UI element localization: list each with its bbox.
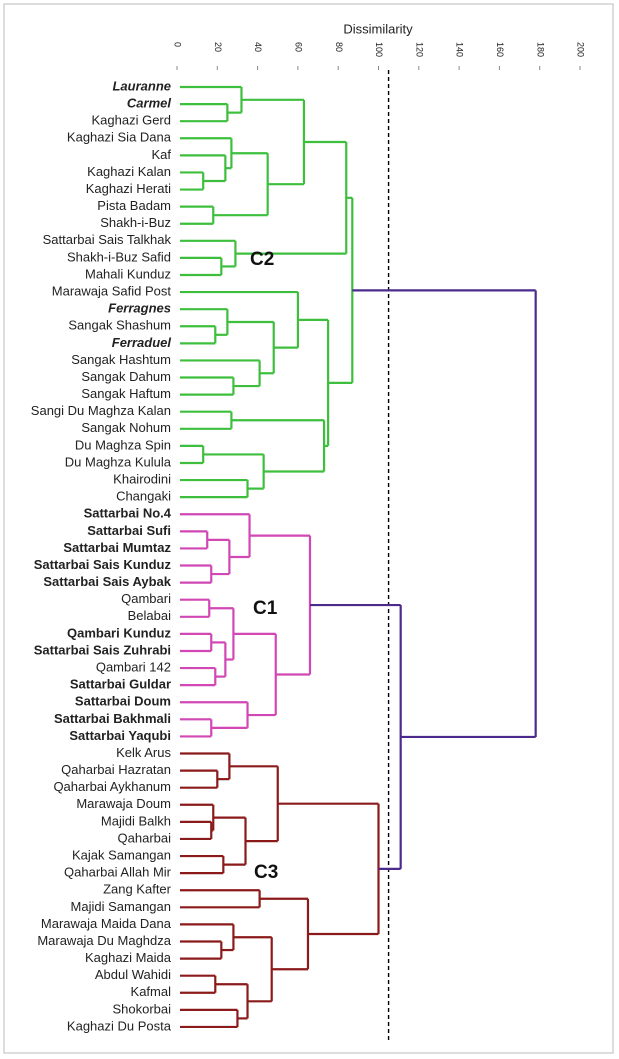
x-tick-label: 180 <box>535 42 545 57</box>
leaf-label: Sattarbai Guldar <box>70 677 171 692</box>
leaf-label: Sattarbai Yaqubi <box>69 728 171 743</box>
leaf-label: Shakh-i-Buz <box>100 215 171 230</box>
cluster-label: C1 <box>253 598 278 619</box>
cluster-label: C2 <box>250 249 274 270</box>
leaf-label: Sattarbai Mumtaz <box>63 540 171 555</box>
x-tick-label: 200 <box>576 42 586 57</box>
leaf-label: Kaghazi Herati <box>86 181 171 196</box>
x-tick-label: 120 <box>414 42 424 57</box>
leaf-label: Sattarbai Sais Talkhak <box>43 232 172 247</box>
leaf-label: Kaf <box>151 147 171 162</box>
leaf-label: Sattarbai Sais Kunduz <box>34 557 172 572</box>
x-tick-label: 80 <box>334 42 344 52</box>
leaf-label: Abdul Wahidi <box>95 967 171 982</box>
leaf-label: Qambari Kunduz <box>67 625 172 640</box>
leaf-label: Sangak Shashum <box>68 318 171 333</box>
frame <box>3 3 614 1054</box>
x-tick-label: 160 <box>495 42 505 57</box>
leaf-label: Sattarbai Doum <box>75 694 171 709</box>
leaf-label: Sangak Haftum <box>81 386 171 401</box>
leaf-label: Marawaja Maida Dana <box>41 916 172 931</box>
leaf-label: Lauranne <box>112 78 171 93</box>
leaf-label: Qaharbai Hazratan <box>61 762 171 777</box>
cluster-label: C3 <box>254 862 278 883</box>
leaf-label: Sattarbai Bakhmali <box>54 711 171 726</box>
leaf-label: Sattarbai Sufi <box>87 523 171 538</box>
leaf-label: Sangak Dahum <box>81 369 171 384</box>
leaf-label: Marawaja Doum <box>76 796 171 811</box>
leaf-label: Majidi Samangan <box>71 899 171 914</box>
leaf-label: Kelk Arus <box>116 745 171 760</box>
leaf-label: Kaghazi Sia Dana <box>67 130 172 145</box>
leaf-label: Marawaja Safid Post <box>52 284 172 299</box>
leaf-label: Sangak Nohum <box>81 420 171 435</box>
leaf-label: Du Maghza Kulula <box>65 454 172 469</box>
leaf-label: Ferragnes <box>108 301 171 316</box>
leaf-label: Kaghazi Du Posta <box>67 1018 172 1033</box>
x-tick-label: 60 <box>294 42 304 52</box>
leaf-label: Majidi Balkh <box>101 813 171 828</box>
x-tick-label: 20 <box>213 42 223 52</box>
leaf-label: Kajak Samangan <box>72 847 171 862</box>
leaf-label: Changaki <box>116 489 171 504</box>
x-tick-label: 40 <box>253 42 263 52</box>
leaf-label: Kaghazi Maida <box>85 950 172 965</box>
leaf-label: Qaharbai Aykhanum <box>53 779 171 794</box>
leaf-label: Du Maghza Spin <box>75 437 171 452</box>
leaf-label: Kafmal <box>131 984 172 999</box>
leaf-label: Shokorbai <box>112 1001 171 1016</box>
leaf-label: Qambari <box>121 591 171 606</box>
leaf-label: Kaghazi Gerd <box>92 113 172 128</box>
axis-title: Dissimilarity <box>343 21 413 36</box>
leaf-label: Qaharbai <box>118 830 172 845</box>
leaf-label: Sangi Du Maghza Kalan <box>31 403 171 418</box>
leaf-label: Kaghazi Kalan <box>87 164 171 179</box>
leaf-label: Sangak Hashtum <box>71 352 171 367</box>
leaf-label: Mahali Kunduz <box>85 266 171 281</box>
leaf-label: Belabai <box>128 608 171 623</box>
leaf-label: Khairodini <box>113 472 171 487</box>
leaf-label: Carmel <box>127 96 171 111</box>
leaf-label: Pista Badam <box>97 198 171 213</box>
leaf-label: Shakh-i-Buz Safid <box>67 249 171 264</box>
leaf-label: Marawaja Du Maghdza <box>37 933 171 948</box>
x-tick-label: 0 <box>173 42 183 47</box>
leaf-label: Sattarbai Sais Aybak <box>43 574 171 589</box>
x-tick-label: 100 <box>374 42 384 57</box>
leaf-label: Ferraduel <box>112 335 172 350</box>
leaf-label: Zang Kafter <box>103 882 172 897</box>
leaf-label: Qaharbai Allah Mir <box>64 865 172 880</box>
leaf-label: Sattarbai No.4 <box>84 506 172 521</box>
x-tick-label: 140 <box>455 42 465 57</box>
leaf-label: Qambari 142 <box>96 659 171 674</box>
leaf-label: Sattarbai Sais Zuhrabi <box>34 642 171 657</box>
